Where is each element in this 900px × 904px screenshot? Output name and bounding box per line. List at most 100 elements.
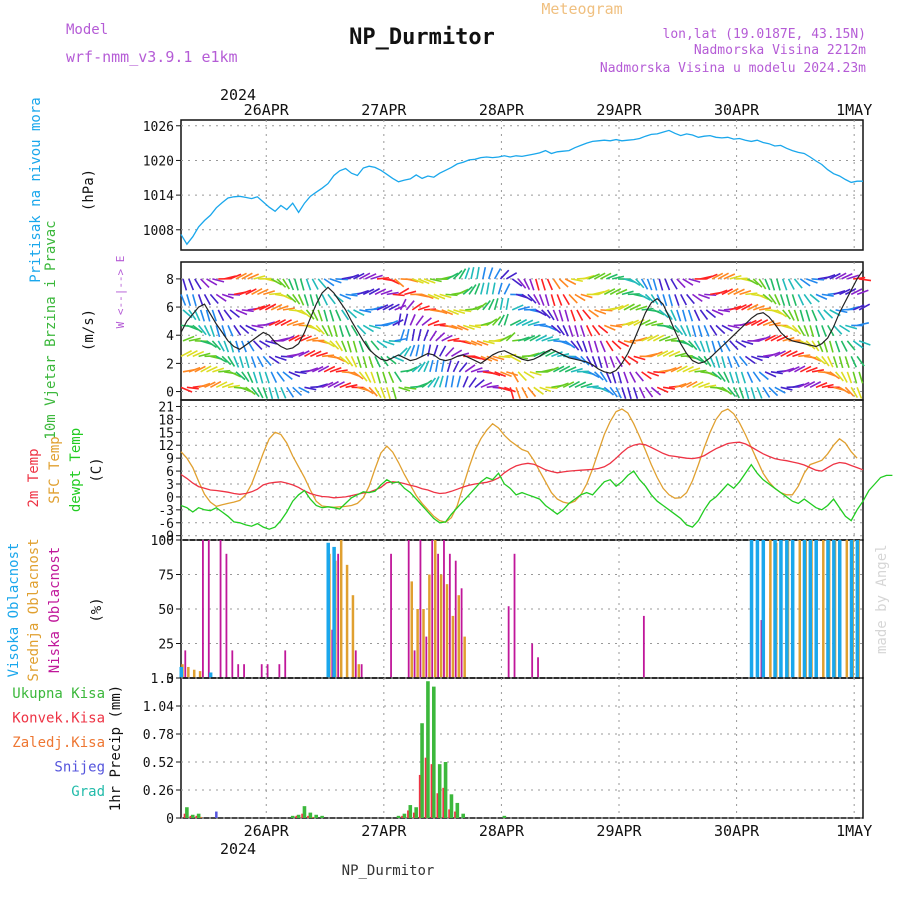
wind-arrow	[336, 310, 341, 321]
wind-arrow	[259, 372, 262, 384]
cloud-low-bar	[408, 540, 410, 678]
wind-arrow	[818, 310, 825, 320]
cloud-mid-axis-label: Srednja Oblacnost	[26, 538, 42, 681]
wind-arrow	[348, 341, 351, 352]
cloud-high-bar	[180, 667, 184, 678]
cloud-low-bar	[226, 554, 228, 678]
wind-arrow	[448, 360, 451, 372]
wind-arrow	[742, 372, 746, 383]
y-tick-label: 0.26	[143, 784, 174, 799]
cloud-low-bar	[508, 606, 510, 678]
wind-compass-label: W <--|--> E	[114, 256, 127, 329]
wind-arrow	[630, 372, 636, 383]
wind-arrow	[336, 341, 342, 351]
y-tick-label: 8	[166, 273, 174, 288]
y-tick-label: 1.04	[143, 700, 174, 715]
precip-total-bar	[414, 807, 418, 818]
wind-arrow	[254, 372, 258, 383]
precip-legend-entry: Grad	[71, 784, 105, 800]
cloud-high-bar	[814, 540, 818, 678]
panel-frame	[181, 678, 863, 818]
y-tick-label: 1020	[143, 154, 174, 169]
pressure-line	[181, 130, 863, 244]
wind-arrow	[281, 387, 286, 398]
wind-arrow	[410, 314, 415, 325]
wind-arrow	[771, 279, 774, 290]
tsfc-axis-label: SFC Temp	[47, 436, 63, 503]
wind-arrow	[252, 356, 256, 367]
wind-arrow	[387, 387, 390, 399]
wind-arrow	[510, 320, 521, 325]
wind-arrow	[792, 294, 796, 305]
x-date-label-top: 28APR	[479, 101, 525, 119]
cloud-low-bar	[237, 664, 239, 678]
wind-arrow	[687, 325, 691, 336]
wind-arrow	[306, 279, 310, 290]
wind-arrow	[804, 294, 811, 304]
y-tick-label: 0.78	[143, 728, 174, 743]
wind-arrow	[375, 387, 381, 397]
panel-frame	[181, 400, 863, 540]
wind-arrow	[841, 341, 847, 352]
wind-arrow	[759, 279, 766, 289]
wind-arrow	[681, 294, 687, 305]
station-title: NP_Durmitor	[349, 25, 495, 50]
cloud-high-axis-label: Visoka Oblacnost	[6, 543, 22, 678]
cloud-low-bar	[414, 650, 416, 678]
y-tick-label: 9	[166, 452, 174, 467]
wind-arrow	[587, 325, 592, 336]
x-date-label-top: 30APR	[714, 101, 760, 119]
wind-arrow	[671, 279, 677, 289]
wind-arrow	[845, 356, 849, 367]
wind-arrow	[598, 356, 601, 368]
wind-arrow	[575, 325, 578, 337]
wind-arrow	[789, 279, 795, 290]
y-tick-label: 100	[151, 534, 174, 549]
wind-arrow	[269, 387, 272, 399]
dewpt-axis-label: dewpt Temp	[68, 428, 84, 512]
wind-arrow	[477, 267, 479, 279]
cloud-low-bar	[643, 616, 645, 678]
cloud-mid-bar	[352, 595, 355, 678]
wind-arrow	[824, 341, 828, 352]
wind-arrow	[257, 356, 263, 367]
y-tick-label: 6	[166, 465, 174, 480]
wind-arrow	[328, 294, 335, 304]
wind-arrow	[224, 310, 231, 320]
wind-arrow	[199, 294, 203, 305]
wind-arrow	[548, 279, 553, 290]
wind-arrow	[740, 387, 744, 398]
wind-arrow	[201, 310, 205, 321]
footer-station: NP_Durmitor	[342, 863, 435, 879]
wind-arrow	[712, 341, 715, 353]
wind-arrow	[224, 341, 228, 352]
wind-arrow	[442, 360, 444, 372]
wind-arrow	[628, 387, 631, 399]
wind-arrow	[553, 279, 560, 289]
cloud-low-bar	[431, 540, 433, 678]
cloud-low-bar	[420, 540, 422, 678]
precip-total-bar	[461, 814, 465, 818]
wind-arrow	[506, 273, 516, 279]
cloud-low-bar	[455, 561, 457, 678]
precip-total-bar	[291, 816, 295, 818]
wind-arrow	[287, 387, 294, 397]
wind-arrow	[295, 279, 298, 290]
wind-arrow	[440, 346, 446, 356]
wind-arrow	[512, 372, 518, 382]
wind-arrow	[322, 325, 328, 335]
wind-arrow	[218, 310, 223, 321]
wind-arrow	[610, 356, 614, 367]
wind-arrow	[798, 325, 804, 335]
precip-total-bar	[185, 807, 189, 818]
cloud-mid-bar	[340, 540, 343, 678]
wind-arrow	[495, 298, 498, 310]
cloud-high-bar	[803, 540, 807, 678]
wind-arrow	[500, 298, 502, 310]
year-label-bottom: 2024	[220, 840, 256, 858]
wind-arrow	[839, 356, 842, 368]
wind-arrow	[763, 387, 770, 397]
wind-unit-label: (m/s)	[81, 309, 97, 351]
